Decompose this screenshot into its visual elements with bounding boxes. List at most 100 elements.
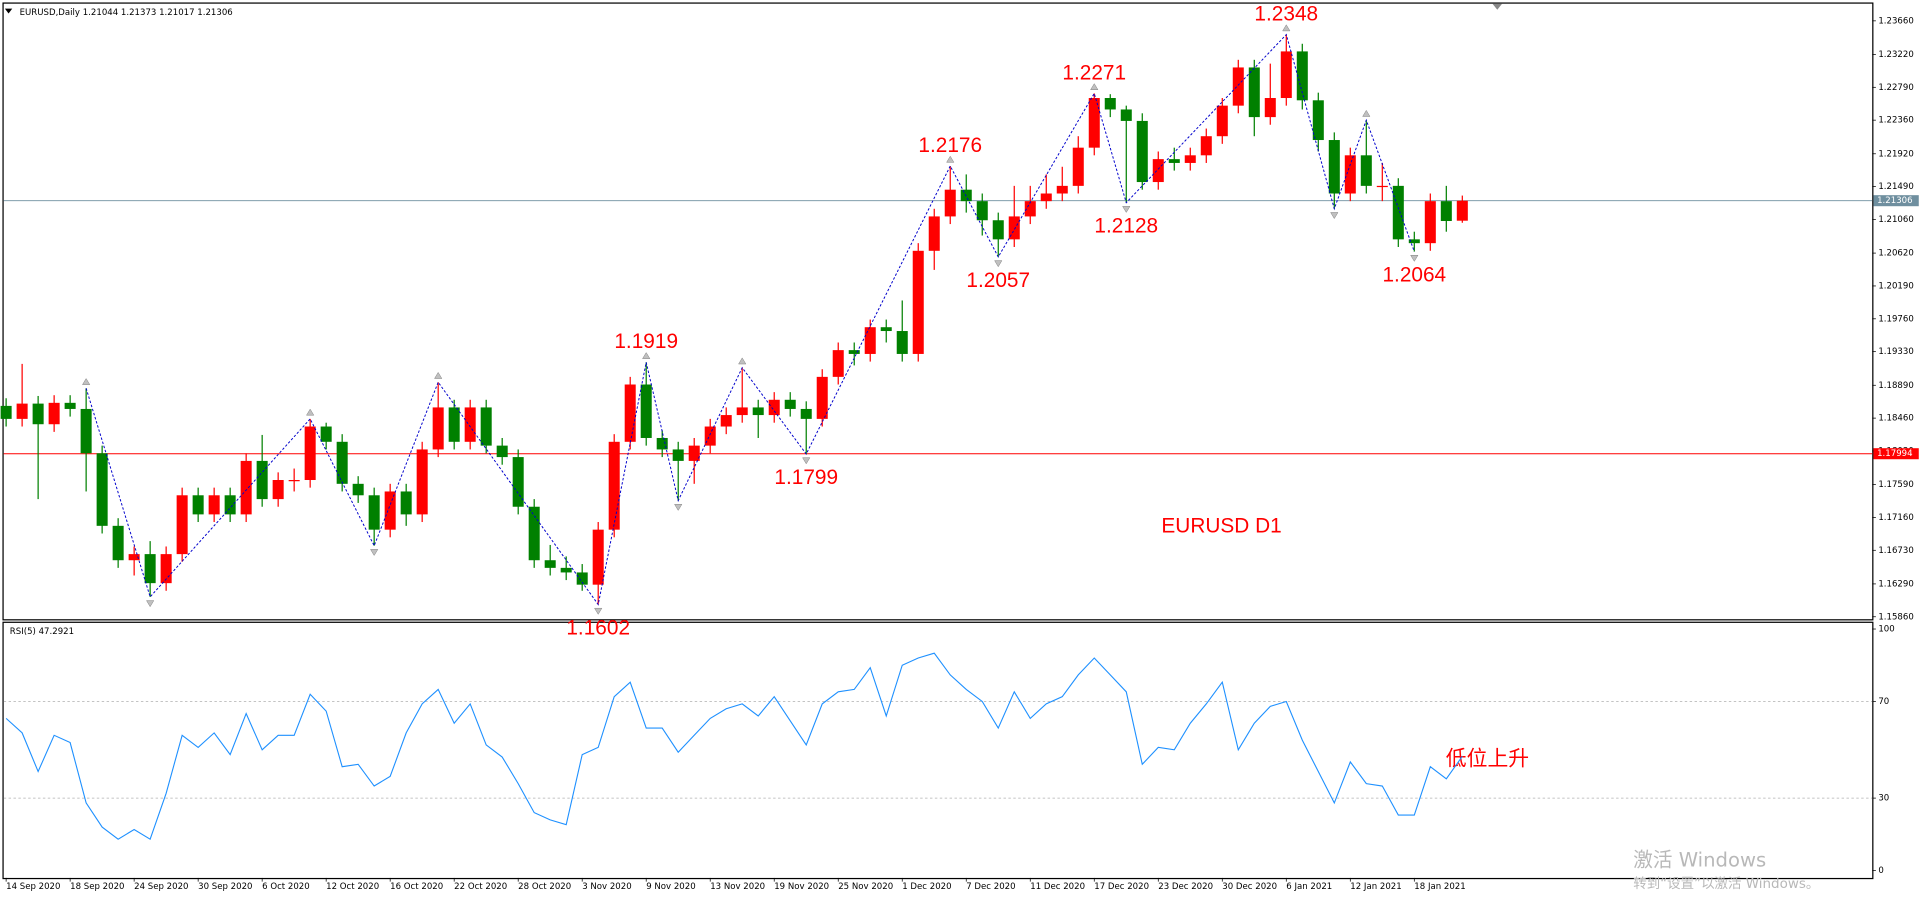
swing-label: 1.1799 [774,466,838,489]
candle-body [464,407,476,442]
candle-body [1344,155,1356,194]
y-tick-label: 1.20190 [1878,281,1913,291]
swing-label: 1.2348 [1254,2,1318,25]
price-label-box [1873,195,1919,207]
candle-body [432,407,444,450]
candle-body [160,554,172,584]
swing-marker [1410,255,1419,262]
x-tick-label: 1 Dec 2020 [902,882,951,892]
swing-marker [1282,24,1291,32]
swing-marker [1330,212,1339,220]
candle-body [192,495,204,515]
candle-body [32,403,44,425]
x-tick-label: 24 Sep 2020 [134,882,188,892]
candle-body [64,402,76,409]
candle-body [1312,100,1324,141]
shift-marker[interactable] [1492,3,1503,10]
candle-body [0,405,12,419]
swing-marker [434,371,443,379]
candle-body [992,220,1004,240]
candle-body [784,399,796,409]
x-tick-label: 19 Nov 2020 [774,882,829,892]
swing-marker [738,357,747,365]
swing-marker [370,549,379,556]
chart-title: EURUSD,Daily 1.21044 1.21373 1.21017 1.2… [20,8,233,18]
candle-body [176,495,188,555]
y-tick-label: 70 [1878,697,1889,707]
candle-body [1072,147,1084,186]
y-tick-label: 1.23660 [1878,16,1913,26]
y-tick-label: 1.18460 [1878,414,1913,424]
candle-body [1360,155,1372,186]
y-tick-label: 1.22790 [1878,83,1913,93]
candle-body [640,384,652,438]
swing-marker [146,600,155,608]
candle-body [16,403,28,419]
x-tick-label: 7 Dec 2020 [966,882,1015,892]
candle-body [96,453,108,526]
candle-body [1408,239,1420,244]
candle-body [800,408,812,419]
candle-body [336,441,348,484]
swing-marker [994,260,1003,268]
candle-body [1264,98,1276,118]
candle-body [400,491,412,515]
candle-body [848,350,860,354]
swing-marker [306,408,315,416]
y-tick-label: 1.17160 [1878,513,1913,523]
y-tick-label: 1.21920 [1878,149,1913,159]
rsi-annotation: 低位上升 [1446,748,1529,771]
x-tick-label: 13 Nov 2020 [710,882,765,892]
swing-label: 1.1602 [566,617,630,640]
x-tick-label: 11 Dec 2020 [1030,882,1085,892]
y-tick-label: 1.16290 [1878,579,1913,589]
candle-body [1008,216,1020,240]
collapse-icon[interactable] [4,8,13,14]
candle-body [896,331,908,354]
chart-annotation: EURUSD D1 [1161,515,1281,538]
candle-body [1104,98,1116,110]
swing-marker [82,378,91,385]
candle-body [832,350,844,377]
swing-label: 1.2057 [966,269,1030,292]
x-tick-label: 18 Jan 2021 [1414,882,1465,892]
candle-body [1232,67,1244,106]
candle-body [1392,185,1404,240]
swing-marker [642,352,651,359]
swing-marker [946,155,955,163]
candle-body [224,495,236,515]
candle-body [880,327,892,332]
candle-body [688,445,700,461]
swing-marker [802,457,811,465]
swing-marker [1362,109,1371,117]
candle-body [512,457,524,507]
y-tick-label: 1.20620 [1878,249,1913,259]
candle-body [624,384,636,442]
candle-body [1248,67,1260,118]
candle-body [416,449,428,515]
watermark-title: 激活 Windows [1633,848,1766,871]
swing-label: 1.2271 [1062,61,1126,84]
y-tick-label: 1.17590 [1878,480,1913,490]
x-tick-label: 17 Dec 2020 [1094,882,1149,892]
x-tick-label: 3 Nov 2020 [582,882,631,892]
watermark-subtitle: 转到“设置”以激活 Windows。 [1633,876,1819,892]
candle-body [1424,201,1436,244]
candle-body [944,189,956,217]
x-tick-label: 6 Oct 2020 [262,882,310,892]
y-tick-label: 0 [1878,866,1883,876]
swing-label: 1.1919 [614,330,678,353]
y-tick-label: 30 [1878,794,1889,804]
candle-body [528,506,540,561]
candle-body [560,567,572,573]
candle-body [352,483,364,496]
price-pane [2,2,1874,621]
y-tick-label: 1.19330 [1878,347,1913,357]
candle-body [240,460,252,515]
candle-body [720,415,732,427]
candle-body [304,426,316,481]
y-tick-label: 1.18890 [1878,381,1913,391]
y-tick-label: 100 [1878,625,1894,635]
candle-body [256,460,268,500]
